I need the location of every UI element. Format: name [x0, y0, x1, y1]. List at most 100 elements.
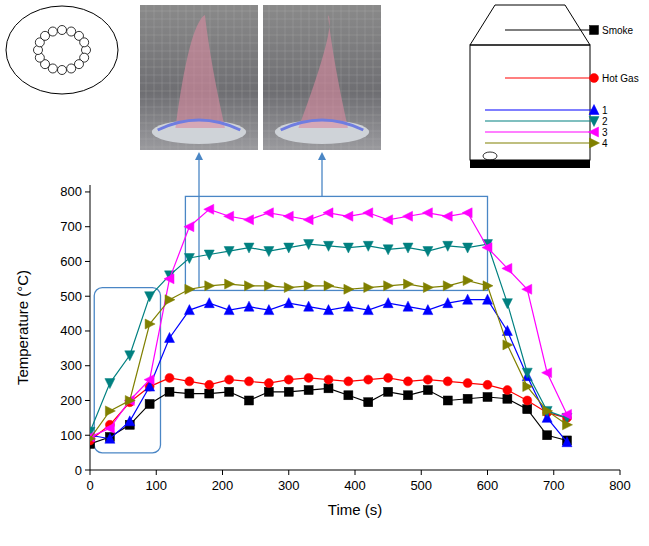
y-tick-label: 200 — [60, 393, 82, 408]
series-marker — [422, 208, 432, 218]
series-marker — [264, 387, 273, 396]
series-marker — [443, 298, 453, 308]
arrow-shaft — [198, 158, 199, 288]
series-marker — [344, 391, 353, 400]
burner-hole — [67, 64, 76, 73]
y-tick — [85, 226, 90, 227]
series-marker — [364, 398, 373, 407]
y-tick — [85, 191, 90, 192]
series-line — [90, 378, 567, 441]
legend-line — [505, 29, 594, 30]
floor — [470, 160, 590, 168]
legend-label: 2 — [602, 116, 608, 127]
series-marker — [383, 245, 393, 255]
series-marker — [245, 377, 254, 386]
series-marker — [523, 396, 532, 405]
series-marker — [463, 243, 473, 253]
series-line — [90, 281, 567, 439]
series-marker — [244, 301, 254, 311]
series-marker — [105, 433, 115, 443]
axes: 0100200300400500600700800010020030040050… — [14, 184, 631, 518]
y-tick — [85, 330, 90, 331]
series — [90, 276, 573, 444]
series-marker — [284, 387, 293, 396]
x-tick — [288, 470, 289, 475]
y-tick — [85, 435, 90, 436]
legend-marker — [590, 74, 599, 83]
x-tick-label: 500 — [410, 478, 432, 493]
series-marker — [443, 281, 453, 291]
series-marker — [463, 294, 473, 304]
series-marker — [304, 301, 314, 311]
series-marker — [463, 394, 472, 403]
series-marker — [244, 243, 254, 253]
series-marker — [364, 375, 373, 384]
x-tick — [90, 470, 91, 475]
series-marker — [185, 377, 194, 386]
series-marker — [245, 396, 254, 405]
series-marker — [264, 379, 273, 388]
series-marker — [303, 215, 313, 225]
series-marker — [224, 247, 234, 257]
series-marker — [483, 393, 492, 402]
series — [90, 240, 572, 438]
series-marker — [363, 305, 373, 315]
y-tick-label: 0 — [75, 463, 82, 478]
series-marker — [344, 284, 354, 294]
y-tick-label: 300 — [60, 358, 82, 373]
x-tick — [222, 470, 223, 475]
series-line — [90, 244, 567, 432]
series-marker — [522, 368, 532, 378]
series-marker — [463, 276, 473, 286]
series-marker — [543, 431, 552, 440]
series-marker — [165, 387, 174, 396]
series-marker — [125, 416, 135, 426]
burner-hole — [48, 27, 57, 36]
series-marker — [442, 211, 452, 221]
photo-background — [263, 5, 381, 150]
series-marker — [205, 389, 214, 398]
legend: SmokeHot Gas1234 — [470, 5, 639, 168]
series-marker — [502, 263, 512, 273]
series-marker — [145, 399, 154, 408]
series-marker — [343, 211, 353, 221]
blue-flame — [281, 120, 364, 130]
series-marker — [324, 384, 333, 393]
y-tick-label: 800 — [60, 184, 82, 199]
series-marker — [145, 319, 155, 329]
series-marker — [263, 208, 273, 218]
mesh-line — [263, 43, 381, 44]
series-marker — [404, 391, 413, 400]
y-tick-label: 600 — [60, 254, 82, 269]
x-tick — [355, 470, 356, 475]
burner-diagram — [6, 6, 118, 94]
flame-photo — [263, 5, 381, 150]
legend-label: Smoke — [602, 25, 634, 36]
burner-hole — [80, 38, 89, 47]
series-marker — [164, 274, 174, 284]
x-tick-label: 800 — [609, 478, 631, 493]
series-marker — [145, 292, 155, 302]
series-marker — [443, 377, 452, 386]
mesh-line — [263, 19, 381, 20]
mesh-line — [263, 51, 381, 52]
mesh-line — [263, 11, 381, 12]
series-marker — [323, 208, 333, 218]
series-marker — [503, 386, 512, 395]
legend-line — [485, 131, 594, 132]
series-marker — [165, 295, 175, 305]
x-tick-label: 0 — [86, 478, 93, 493]
x-axis-title: Time (s) — [328, 501, 382, 518]
mesh-line — [140, 19, 258, 20]
series-marker — [404, 279, 414, 289]
series-marker — [225, 279, 235, 289]
series-marker — [225, 375, 234, 384]
hood — [470, 5, 590, 45]
series-marker — [205, 281, 215, 291]
series-marker — [503, 394, 512, 403]
series-marker — [264, 305, 274, 315]
burner-hole — [58, 66, 67, 75]
burner-hole — [58, 26, 67, 35]
series-marker — [502, 299, 512, 309]
series-marker — [423, 305, 433, 315]
